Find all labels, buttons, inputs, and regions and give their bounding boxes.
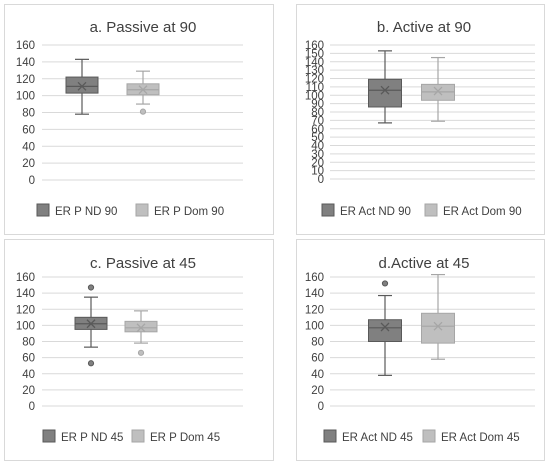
mean-marker xyxy=(380,322,390,332)
y-tick-label: 50 xyxy=(311,132,324,144)
y-tick-label: 100 xyxy=(305,320,324,332)
y-tick-label: 100 xyxy=(305,90,324,102)
mean-marker xyxy=(433,321,443,331)
chart-title: b. Active at 90 xyxy=(377,19,471,36)
y-tick-label: 120 xyxy=(16,74,35,86)
y-tick-label: 0 xyxy=(318,174,324,186)
box-iqr xyxy=(368,319,402,342)
chart-b-svg: b. Active at 90 010203040506070809010011… xyxy=(305,19,535,218)
y-tick-label: 60 xyxy=(22,124,35,136)
chart-panel-a: a. Passive at 90 0 20 40 60 80 100 120 140 160 E… xyxy=(4,4,274,235)
y-tick-label: 120 xyxy=(305,304,324,316)
y-tick-label: 60 xyxy=(311,124,324,136)
outlier-point xyxy=(137,349,145,356)
y-tick-label: 40 xyxy=(311,141,324,153)
chart-d-svg: d.Active at 45 0 20 40 60 80 100 120 140 160 ER … xyxy=(305,255,535,444)
chart-a-svg: a. Passive at 90 0 20 40 60 80 100 120 140 160 E… xyxy=(16,19,243,218)
outlier-point xyxy=(381,280,389,287)
chart-c-svg: c. Passive at 45 0 20 40 60 80 100 120 140 160 E… xyxy=(16,255,243,444)
y-tick-label: 40 xyxy=(311,369,324,381)
mean-marker xyxy=(136,323,146,333)
y-tick-label: 160 xyxy=(16,272,35,284)
legend-label-2: ER P Dom 45 xyxy=(150,432,220,444)
y-tick-label: 80 xyxy=(311,337,324,349)
y-tick-label: 60 xyxy=(22,353,35,365)
y-tick-label: 140 xyxy=(16,288,35,300)
y-tick-label: 60 xyxy=(311,353,324,365)
y-tick-label: 20 xyxy=(311,157,324,169)
y-tick-label: 20 xyxy=(311,385,324,397)
mean-marker xyxy=(138,85,148,95)
legend-label-2: ER P Dom 90 xyxy=(154,206,224,218)
y-tick-label: 80 xyxy=(311,107,324,119)
y-tick-label: 30 xyxy=(311,149,324,161)
legend-label-1: ER Act ND 90 xyxy=(340,206,411,218)
y-tick-label: 40 xyxy=(22,141,35,153)
y-tick-label: 0 xyxy=(29,401,35,413)
y-tick-label: 80 xyxy=(22,337,35,349)
y-tick-label: 110 xyxy=(306,82,324,94)
y-tick-label: 120 xyxy=(305,74,324,86)
chart-title: c. Passive at 45 xyxy=(90,255,196,272)
y-tick-label: 120 xyxy=(16,304,35,316)
chart-panel-b: b. Active at 90 0 10 20 30 40 50 60 70 80 90 100 11… xyxy=(296,4,545,235)
outlier-point xyxy=(87,284,95,291)
legend-swatch-1 xyxy=(323,429,337,443)
y-tick-label: 130 xyxy=(305,65,324,77)
chart-title: d.Active at 45 xyxy=(379,255,470,272)
y-tick-label: 90 xyxy=(311,99,324,111)
mean-marker xyxy=(77,81,87,91)
mean-marker xyxy=(380,85,390,95)
y-tick-label: 20 xyxy=(22,385,35,397)
mean-marker xyxy=(86,319,96,329)
legend-swatch-2 xyxy=(131,429,145,443)
y-tick-label: 100 xyxy=(16,91,35,103)
y-tick-label: 100 xyxy=(16,320,35,332)
chart-panel-c: c. Passive at 45 0 20 40 60 80 100 120 140 160 E… xyxy=(4,239,274,461)
y-tick-label: 140 xyxy=(16,57,35,69)
y-tick-label: 80 xyxy=(22,108,35,120)
legend-swatch-1 xyxy=(42,429,56,443)
y-tick-label: 160 xyxy=(305,40,324,52)
y-tick-label: 160 xyxy=(305,272,324,284)
box-iqr xyxy=(124,320,158,333)
y-tick-label: 40 xyxy=(22,369,35,381)
legend-swatch-1 xyxy=(321,203,335,217)
y-tick-label: 10 xyxy=(311,166,324,178)
outlier-point xyxy=(87,360,95,367)
mean-marker xyxy=(433,86,443,96)
box-iqr xyxy=(65,76,99,94)
y-tick-label: 0 xyxy=(29,175,35,187)
y-tick-label: 70 xyxy=(311,115,324,127)
y-tick-label: 20 xyxy=(22,158,35,170)
y-tick-label: 140 xyxy=(305,288,324,300)
y-tick-label: 150 xyxy=(305,48,324,60)
box-iqr xyxy=(421,312,455,344)
legend-swatch-2 xyxy=(424,203,438,217)
box-iqr xyxy=(368,78,402,108)
y-tick-label: 160 xyxy=(16,40,35,52)
legend-label-1: ER P ND 90 xyxy=(55,206,117,218)
y-tick-label: 0 xyxy=(318,401,324,413)
chart-panel-d: d.Active at 45 0 20 40 60 80 100 120 140 160 ER … xyxy=(296,239,545,461)
outlier-point xyxy=(139,108,147,115)
legend-swatch-2 xyxy=(135,203,149,217)
y-tick-label: 140 xyxy=(305,57,324,69)
legend-label-2: ER Act Dom 90 xyxy=(443,206,522,218)
legend-swatch-1 xyxy=(36,203,50,217)
legend-label-2: ER Act Dom 45 xyxy=(441,432,520,444)
chart-title: a. Passive at 90 xyxy=(90,19,197,36)
legend-label-1: ER P ND 45 xyxy=(61,432,123,444)
legend-swatch-2 xyxy=(422,429,436,443)
legend-label-1: ER Act ND 45 xyxy=(342,432,413,444)
